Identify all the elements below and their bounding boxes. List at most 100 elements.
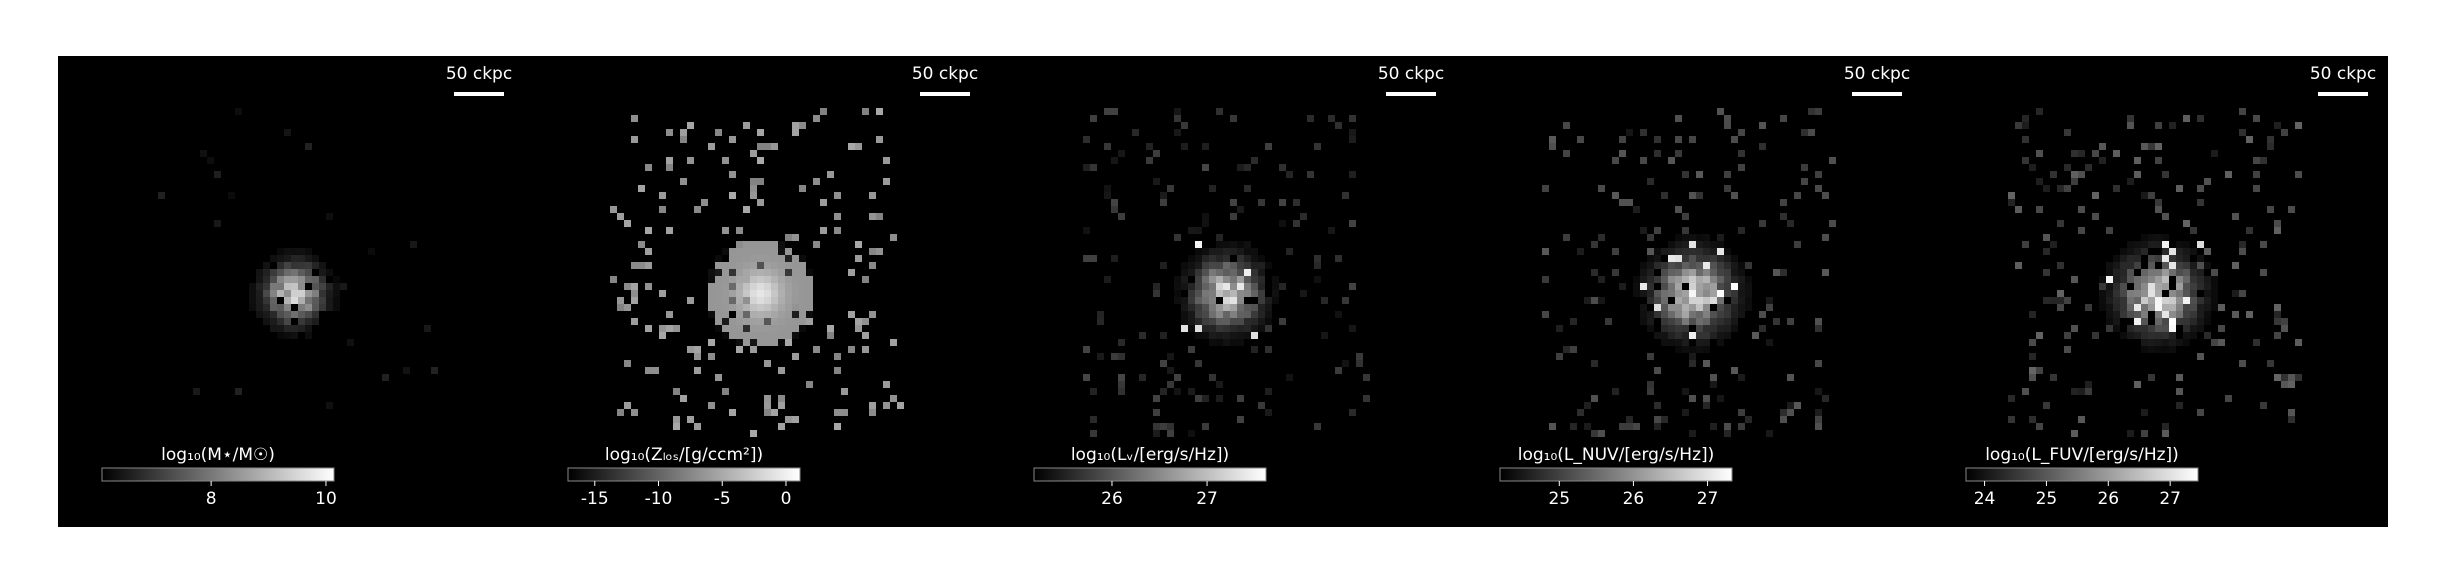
pixel bbox=[1356, 353, 1363, 360]
pixel bbox=[631, 290, 638, 297]
pixel bbox=[1689, 248, 1696, 255]
pixel bbox=[284, 262, 291, 269]
pixel bbox=[2057, 185, 2064, 192]
pixel bbox=[2148, 290, 2155, 297]
pixel bbox=[326, 290, 333, 297]
pixel bbox=[1195, 255, 1202, 262]
pixel bbox=[1174, 297, 1181, 304]
pixel bbox=[1083, 227, 1090, 234]
pixel bbox=[2071, 325, 2078, 332]
pixel bbox=[1195, 395, 1202, 402]
pixel bbox=[2295, 122, 2302, 129]
pixel bbox=[2162, 269, 2169, 276]
pixel bbox=[1647, 234, 1654, 241]
pixel bbox=[2127, 269, 2134, 276]
pixel bbox=[1258, 255, 1265, 262]
pixel bbox=[1237, 332, 1244, 339]
pixel bbox=[1675, 248, 1682, 255]
pixel bbox=[883, 178, 890, 185]
pixel bbox=[1363, 395, 1370, 402]
pixel bbox=[1675, 304, 1682, 311]
pixel bbox=[1160, 199, 1167, 206]
pixel bbox=[2015, 262, 2022, 269]
pixel bbox=[792, 416, 799, 423]
pixel bbox=[1181, 318, 1188, 325]
pixel bbox=[1710, 276, 1717, 283]
pixel bbox=[1083, 374, 1090, 381]
tick-label: 27 bbox=[2159, 489, 2181, 509]
pixel bbox=[883, 381, 890, 388]
pixel bbox=[1195, 332, 1202, 339]
pixel bbox=[1251, 318, 1258, 325]
pixel bbox=[2239, 108, 2246, 115]
pixel bbox=[1647, 290, 1654, 297]
pixel bbox=[1258, 325, 1265, 332]
pixel bbox=[1759, 325, 1766, 332]
pixel bbox=[1710, 297, 1717, 304]
pixel bbox=[1710, 381, 1717, 388]
pixel bbox=[2169, 346, 2176, 353]
pixel bbox=[2169, 311, 2176, 318]
pixel bbox=[2155, 241, 2162, 248]
pixel bbox=[1223, 255, 1230, 262]
pixel bbox=[305, 276, 312, 283]
pixel bbox=[277, 269, 284, 276]
pixel bbox=[624, 220, 631, 227]
pixel bbox=[1724, 423, 1731, 430]
pixel bbox=[1342, 360, 1349, 367]
pixel bbox=[284, 283, 291, 290]
pixel bbox=[291, 283, 298, 290]
pixel bbox=[2232, 311, 2239, 318]
pixel bbox=[1202, 269, 1209, 276]
pixel bbox=[799, 255, 806, 262]
colorbar bbox=[101, 467, 335, 482]
pixel bbox=[2169, 325, 2176, 332]
pixel bbox=[2141, 304, 2148, 311]
pixel bbox=[284, 332, 291, 339]
pixel bbox=[2141, 234, 2148, 241]
pixel bbox=[2092, 213, 2099, 220]
pixel bbox=[743, 269, 750, 276]
pixel bbox=[1696, 318, 1703, 325]
pixel bbox=[1244, 304, 1251, 311]
pixel bbox=[1689, 269, 1696, 276]
scale-bar bbox=[454, 92, 504, 96]
pixel bbox=[2162, 297, 2169, 304]
pixel bbox=[2183, 332, 2190, 339]
pixel bbox=[1717, 318, 1724, 325]
pixel bbox=[1745, 262, 1752, 269]
pixel bbox=[1167, 423, 1174, 430]
pixel bbox=[1675, 346, 1682, 353]
pixel bbox=[2190, 297, 2197, 304]
pixel bbox=[610, 206, 617, 213]
pixel bbox=[666, 227, 673, 234]
pixel bbox=[298, 283, 305, 290]
pixel bbox=[1202, 164, 1209, 171]
pixel bbox=[1202, 220, 1209, 227]
pixel bbox=[1188, 388, 1195, 395]
pixel bbox=[792, 311, 799, 318]
pixel bbox=[1230, 339, 1237, 346]
pixel bbox=[333, 276, 340, 283]
pixel bbox=[1090, 416, 1097, 423]
pixel bbox=[1696, 276, 1703, 283]
pixel bbox=[855, 241, 862, 248]
pixel bbox=[263, 269, 270, 276]
pixel bbox=[1591, 430, 1598, 437]
pixel bbox=[631, 136, 638, 143]
pixel bbox=[813, 241, 820, 248]
pixel bbox=[2029, 374, 2036, 381]
pixel bbox=[1654, 227, 1661, 234]
pixel bbox=[785, 262, 792, 269]
pixel bbox=[1682, 290, 1689, 297]
pixel bbox=[2190, 304, 2197, 311]
pixel bbox=[2106, 304, 2113, 311]
pixel bbox=[1703, 290, 1710, 297]
pixel bbox=[1083, 136, 1090, 143]
pixel bbox=[771, 283, 778, 290]
pixel bbox=[1808, 129, 1815, 136]
pixel bbox=[1640, 311, 1647, 318]
pixel bbox=[1223, 269, 1230, 276]
pixel bbox=[2190, 325, 2197, 332]
pixel bbox=[298, 311, 305, 318]
